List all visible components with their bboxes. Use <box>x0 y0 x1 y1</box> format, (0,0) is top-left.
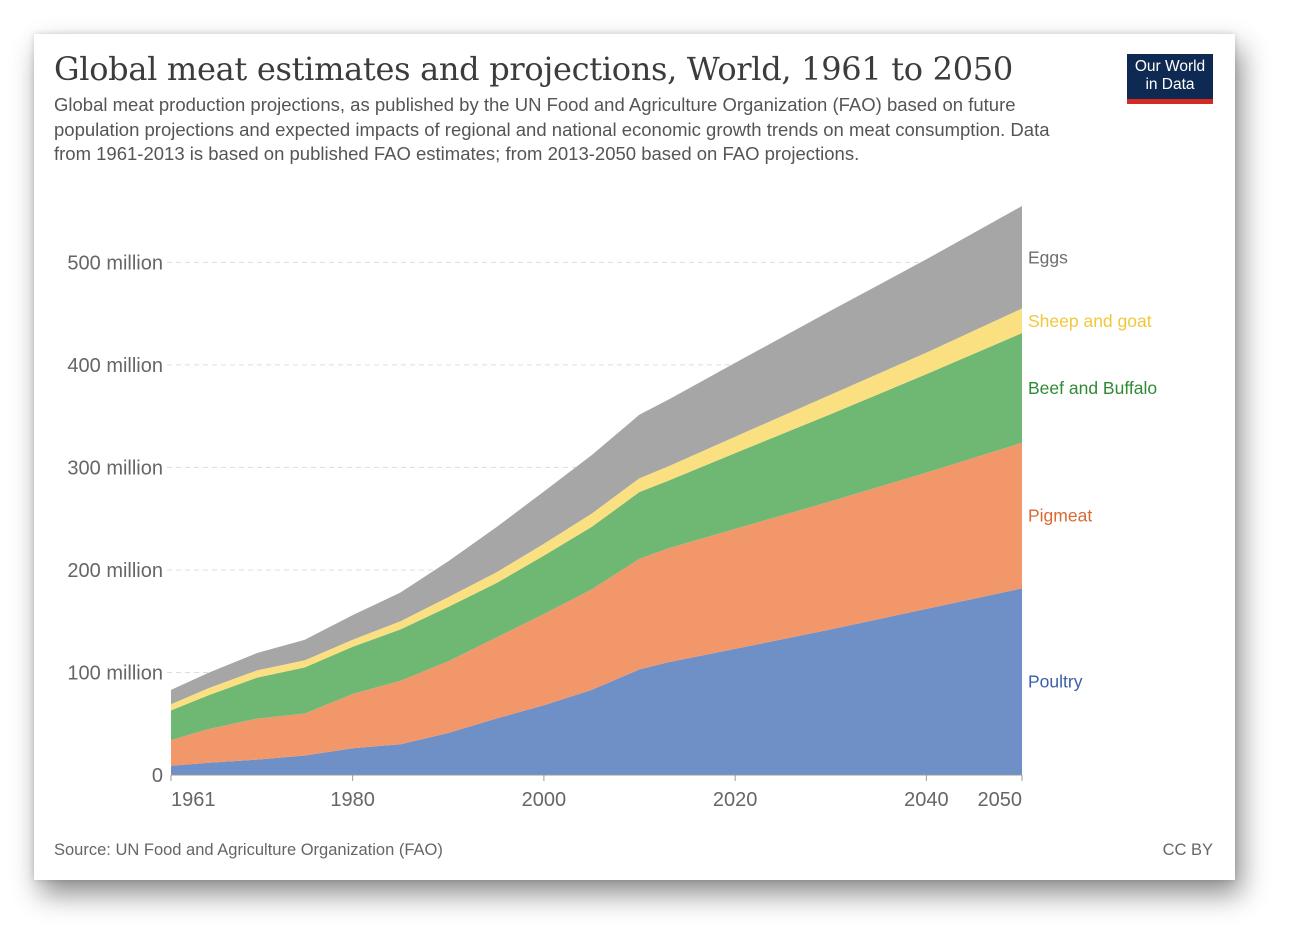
y-tick-label: 400 million <box>67 355 163 377</box>
chart-subtitle: Global meat production projections, as p… <box>54 94 1050 164</box>
series-label: Eggs <box>1028 247 1068 267</box>
x-tick-label: 2020 <box>713 789 758 811</box>
logo-line-2: in Data <box>1145 76 1195 93</box>
area-eggs <box>171 206 1022 705</box>
series-label: Sheep and goat <box>1028 311 1152 331</box>
series-label: Beef and Buffalo <box>1028 378 1157 398</box>
x-tick-label: 2000 <box>522 789 567 811</box>
x-tick-label: 1980 <box>330 789 375 811</box>
source-note[interactable]: Source: UN Food and Agriculture Organiza… <box>54 841 443 859</box>
x-tick-label: 2040 <box>904 789 949 811</box>
owid-logo[interactable]: Our World in Data <box>1127 54 1213 104</box>
y-tick-label: 100 million <box>67 662 163 684</box>
area-pigmeat <box>171 442 1022 766</box>
y-tick-label: 300 million <box>67 457 163 479</box>
license-label[interactable]: CC BY <box>1162 841 1213 859</box>
y-tick-label: 500 million <box>67 252 163 274</box>
y-tick-label: 0 <box>152 765 163 787</box>
x-tick-label: 2050 <box>978 789 1023 811</box>
series-label: Pigmeat <box>1028 506 1092 526</box>
logo-line-1: Our World <box>1134 58 1206 75</box>
x-tick-label: 1961 <box>171 789 216 811</box>
chart-card: Global meat estimates and projections, W… <box>34 34 1235 880</box>
y-tick-label: 200 million <box>67 560 163 582</box>
area-sheep-and-goat <box>171 308 1022 711</box>
stacked-area-chart: 0 100 million 200 million 300 million 400 mi… <box>67 206 1157 811</box>
area-beef-and-buffalo <box>171 333 1022 741</box>
series-label: Poultry <box>1028 672 1083 692</box>
chart-title: Global meat estimates and projections, W… <box>54 50 1013 88</box>
area-poultry <box>171 588 1022 775</box>
